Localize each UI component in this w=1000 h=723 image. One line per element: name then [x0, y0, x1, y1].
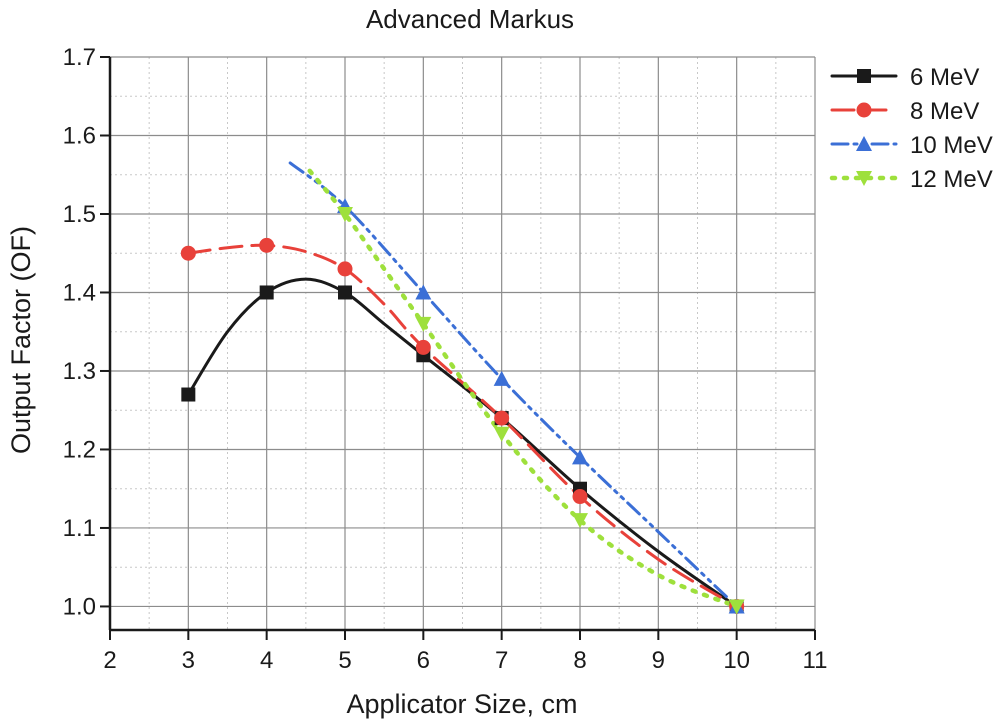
y-tick-label: 1.5: [63, 201, 96, 228]
y-tick-label: 1.1: [63, 515, 96, 542]
grid: [109, 56, 816, 630]
data-point-12-mev: [728, 599, 745, 615]
y-tick-label: 1.0: [63, 593, 96, 620]
x-tick-label: 7: [495, 647, 508, 674]
legend-label-6-mev: 6 MeV: [910, 64, 979, 91]
legend-label-12-mev: 12 MeV: [910, 166, 993, 193]
y-tick-label: 1.2: [63, 436, 96, 463]
data-point-12-mev: [493, 426, 510, 442]
chart-title: Advanced Markus: [366, 4, 574, 34]
data-point-8-mev: [259, 237, 275, 253]
data-point-8-mev: [180, 245, 196, 261]
data-point-6-mev: [259, 285, 274, 300]
x-tick-label: 9: [652, 647, 665, 674]
data-point-10-mev: [572, 449, 588, 465]
data-point-8-mev: [337, 261, 353, 277]
legend-marker-8-mev: [856, 102, 872, 118]
series-line-12-mev: [307, 168, 739, 609]
y-tick-label: 1.4: [63, 279, 96, 306]
y-tick-label: 1.6: [63, 122, 96, 149]
x-axis-label: Applicator Size, cm: [346, 689, 577, 719]
x-tick-label: 2: [103, 647, 116, 674]
data-markers: [180, 198, 745, 615]
y-tick-label: 1.7: [63, 44, 96, 71]
x-tick-label: 3: [182, 647, 195, 674]
axes: 2 3 4 5 6 7 8 9 10 11 1.0 1.1 1.2 1.3 1.4 1.5 1.6 1.7: [63, 44, 828, 674]
legend-label-8-mev: 8 MeV: [910, 98, 979, 125]
x-tick-label: 8: [573, 647, 586, 674]
y-tick-label: 1.3: [63, 358, 96, 385]
data-point-12-mev: [337, 206, 353, 222]
data-point-8-mev: [415, 339, 431, 355]
data-point-12-mev: [415, 316, 432, 332]
legend: 6 MeV 8 MeV 10 MeV 12 MeV: [829, 64, 993, 193]
data-point-10-mev: [493, 370, 510, 386]
data-point-12-mev: [572, 513, 588, 529]
data-point-10-mev: [415, 284, 432, 300]
data-point-8-mev: [494, 410, 510, 426]
x-tick-label: 11: [803, 647, 828, 674]
x-tick-label: 4: [260, 647, 273, 674]
legend-label-10-mev: 10 MeV: [910, 132, 993, 159]
series-lines: [186, 161, 739, 609]
legend-marker-12-mev: [856, 171, 872, 186]
legend-marker-10-mev: [856, 136, 872, 151]
x-tick-label: 5: [338, 647, 351, 674]
y-axis-label: Output Factor (OF): [6, 226, 36, 454]
legend-marker-6-mev: [857, 69, 871, 83]
data-point-6-mev: [338, 285, 352, 300]
x-tick-label: 6: [417, 647, 430, 674]
data-point-8-mev: [572, 489, 588, 505]
data-point-6-mev: [181, 387, 196, 402]
x-tick-label: 10: [723, 647, 750, 674]
